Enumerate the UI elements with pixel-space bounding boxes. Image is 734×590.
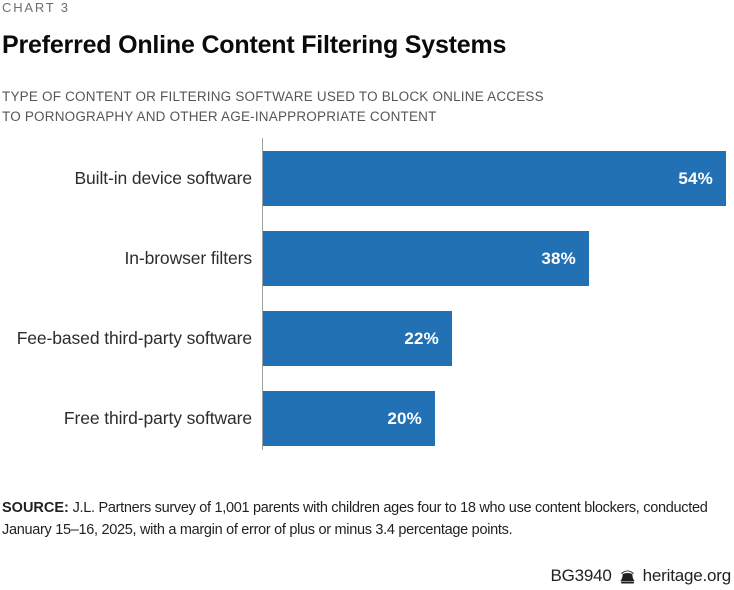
- bar: 20%: [263, 391, 435, 446]
- liberty-bell-icon: [619, 570, 635, 584]
- bar-value-label: 38%: [541, 248, 576, 268]
- chart-row: Free third-party software 20%: [2, 391, 734, 446]
- bar: 22%: [263, 311, 452, 366]
- y-axis-line: [262, 138, 263, 450]
- chart-row: Fee-based third-party software 22%: [2, 311, 734, 366]
- chart-number: CHART 3: [2, 0, 70, 15]
- category-label: Built-in device software: [74, 168, 252, 188]
- bar-chart: Built-in device software 54% In-browser fi…: [2, 138, 734, 450]
- bar-value-label: 54%: [678, 168, 713, 188]
- report-id: BG3940: [550, 566, 612, 585]
- bar-value-label: 20%: [387, 408, 422, 428]
- chart-title: Preferred Online Content Filtering Syste…: [2, 31, 507, 59]
- chart-subtitle: TYPE OF CONTENT OR FILTERING SOFTWARE US…: [2, 87, 734, 127]
- category-label: In-browser filters: [124, 248, 252, 268]
- chart-row: In-browser filters 38%: [2, 231, 734, 286]
- chart-subtitle-line-1: TYPE OF CONTENT OR FILTERING SOFTWARE US…: [2, 89, 544, 104]
- site-name: heritage.org: [642, 566, 732, 585]
- category-label: Fee-based third-party software: [16, 328, 252, 348]
- chart-subtitle-line-2: TO PORNOGRAPHY AND OTHER AGE-INAPPROPRIA…: [2, 109, 437, 124]
- footer-credit: BG3940 heritage.org: [2, 566, 734, 586]
- chart-row: Built-in device software 54%: [2, 151, 734, 206]
- bar-chart-rows: Built-in device software 54% In-browser fi…: [2, 138, 734, 446]
- bar-value-label: 22%: [404, 328, 439, 348]
- source-label: SOURCE:: [2, 500, 69, 516]
- source-note: SOURCE: J.L. Partners survey of 1,001 pa…: [2, 497, 720, 541]
- bar: 54%: [263, 151, 726, 206]
- category-label: Free third-party software: [63, 408, 252, 428]
- source-text: J.L. Partners survey of 1,001 parents wi…: [2, 500, 708, 538]
- bar: 38%: [263, 231, 589, 286]
